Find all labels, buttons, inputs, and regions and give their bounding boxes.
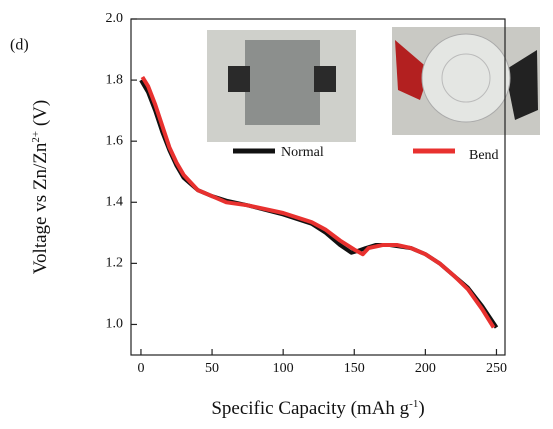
y-axis-label-part: Voltage vs Zn/Zn (30, 142, 51, 274)
y-tick-label: 2.0 (106, 11, 124, 26)
plot-frame (130, 18, 506, 356)
x-axis-label-part: ) (418, 398, 424, 419)
x-tick-label: 250 (486, 361, 507, 376)
x-tick-label: 150 (344, 361, 365, 376)
y-axis-label-part: (V) (30, 100, 51, 131)
data-line (140, 75, 496, 329)
x-axis-label: Specific Capacity (mAh g-1) (211, 398, 424, 420)
y-tick-label: 1.0 (106, 317, 124, 332)
x-axis-label-part: Specific Capacity (mAh g (211, 398, 409, 419)
x-tick-label: 100 (273, 361, 294, 376)
x-axis-label-part: -1 (409, 398, 418, 410)
y-tick-label: 1.2 (106, 256, 124, 271)
panel-label: (d) (10, 37, 29, 54)
legend-label: Bend (469, 148, 499, 163)
y-axis-label: Voltage vs Zn/Zn2+ (V) (30, 100, 52, 274)
x-tick-label: 50 (205, 361, 219, 376)
photo-normal (207, 30, 356, 142)
x-tick-label: 0 (137, 361, 144, 376)
y-axis-label-part: 2+ (30, 131, 42, 143)
y-tick-label: 1.8 (106, 72, 124, 87)
y-tick-label: 1.4 (106, 194, 124, 209)
photo-bend (392, 27, 540, 135)
y-tick-label: 1.6 (106, 133, 124, 148)
legend-label: Normal (281, 145, 324, 160)
x-tick-label: 200 (415, 361, 436, 376)
